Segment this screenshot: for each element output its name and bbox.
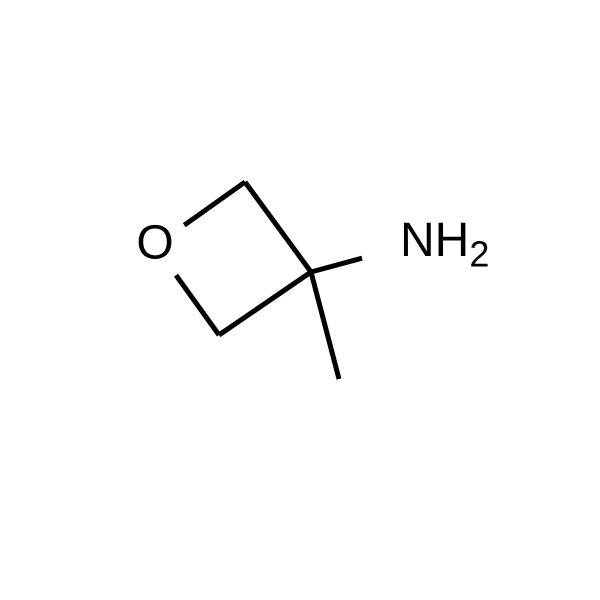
bonds-group [155,182,418,379]
bond-C2-C3 [219,272,311,335]
bond-C2-Me [311,272,339,379]
molecule-diagram: O NH2 [0,0,600,600]
atom-label-O: O [136,217,173,270]
bond-C1-C2 [245,182,311,272]
atom-label-N: NH2 [400,214,489,274]
